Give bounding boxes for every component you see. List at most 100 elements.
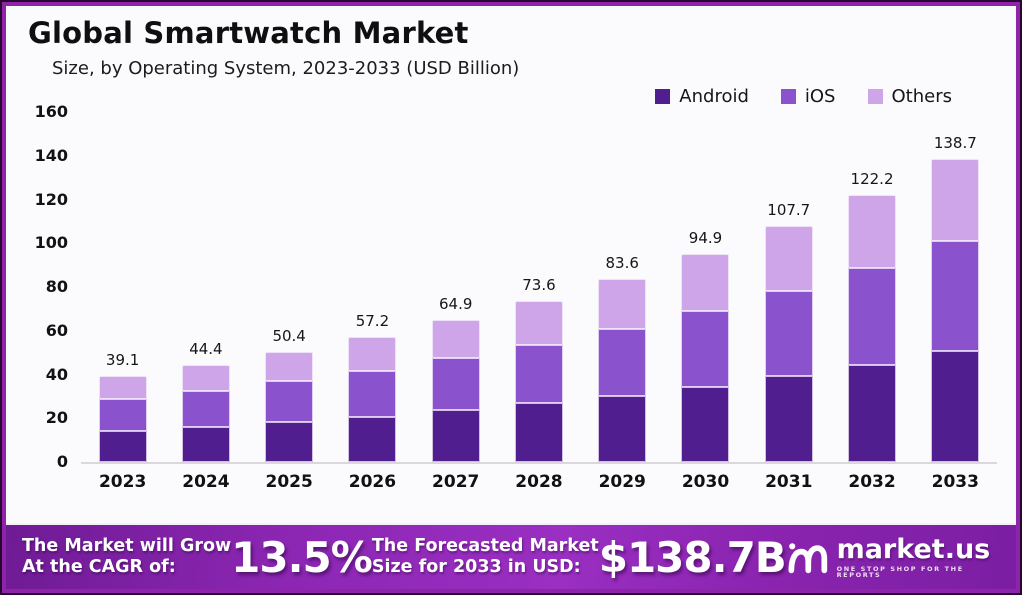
page-title: Global Smartwatch Market [28, 16, 469, 50]
bar-stack [764, 226, 813, 462]
bar-segment-others [681, 254, 730, 311]
chart-subtitle: Size, by Operating System, 2023-2033 (US… [52, 58, 520, 79]
bar-segment-others [98, 376, 147, 399]
bottom-banner: The Market will Grow At the CAGR of: 13.… [6, 523, 1016, 589]
bar-segment-others [265, 351, 314, 382]
bar-stack [681, 254, 730, 462]
bar-total-label: 44.4 [189, 339, 223, 358]
bar-segment-others [764, 226, 813, 291]
x-axis-label-2030: 2030 [681, 472, 730, 492]
bar-2028: 73.6 [497, 112, 580, 462]
marketus-logo-icon [788, 543, 827, 574]
bar-segment-android [348, 416, 397, 462]
bar-segment-others [514, 301, 563, 345]
legend-swatch-icon [780, 89, 796, 104]
y-axis-tick: 20 [45, 408, 68, 428]
y-axis-tick: 140 [34, 145, 68, 165]
bar-segment-others [181, 364, 230, 391]
bar-segment-android [598, 395, 647, 462]
brand-text: market.us ONE STOP SHOP FOR THE REPORTS [837, 536, 1000, 579]
bar-2026: 57.2 [331, 112, 414, 462]
bar-total-label: 64.9 [438, 295, 473, 314]
bar-2027: 64.9 [414, 112, 497, 462]
x-axis-label-2033: 2033 [931, 472, 979, 492]
bar-total-label: 50.4 [272, 326, 306, 345]
x-axis-label-2032: 2032 [848, 472, 896, 492]
y-axis-tick: 60 [45, 320, 68, 340]
bar-segment-android [931, 351, 980, 462]
x-axis-label-2029: 2029 [598, 472, 646, 492]
legend-item-others: Others [867, 86, 953, 107]
x-axis-label-2026: 2026 [348, 472, 397, 492]
legend-label: iOS [804, 86, 836, 107]
bar-segment-ios [265, 381, 314, 422]
bar-total-label: 39.1 [105, 351, 140, 370]
bar-segment-ios [348, 370, 397, 417]
legend-label: Android [679, 86, 749, 107]
bar-2029: 83.6 [581, 112, 664, 462]
bar-total-label: 94.9 [688, 229, 723, 248]
legend-item-ios: iOS [780, 86, 836, 107]
plot-area: 39.1 44.4 50.4 57.2 64.9 73.6 83.6 94.9 107.7 122… [81, 112, 997, 464]
legend-swatch-icon [655, 89, 671, 104]
bar-stack [348, 336, 397, 462]
bar-segment-android [681, 386, 730, 462]
bar-segment-ios [514, 344, 563, 404]
bar-stack [98, 376, 147, 462]
x-axis-label-2031: 2031 [765, 472, 813, 492]
legend-swatch-icon [867, 89, 883, 104]
bar-2031: 107.7 [747, 112, 830, 462]
bar-segment-android [98, 430, 147, 462]
bar-2024: 44.4 [164, 112, 247, 462]
bar-2025: 50.4 [248, 112, 331, 462]
bar-total-label: 57.2 [355, 311, 390, 330]
cagr-label: The Market will Grow At the CAGR of: [22, 536, 231, 577]
bar-segment-android [848, 364, 897, 462]
bar-segment-android [764, 376, 813, 462]
bar-total-label: 73.6 [522, 276, 556, 294]
bar-stack [265, 351, 314, 462]
y-axis-tick: 80 [45, 277, 68, 296]
bar-segment-ios [181, 390, 230, 427]
bar-2033: 138.7 [914, 112, 997, 462]
bar-stack [181, 364, 230, 462]
bar-segment-ios [681, 310, 730, 387]
y-axis-tick: 160 [34, 102, 68, 121]
bar-segment-others [598, 279, 647, 329]
bar-segment-ios [598, 328, 647, 396]
bar-segment-android [181, 426, 230, 462]
bar-segment-android [431, 410, 480, 462]
cagr-value: 13.5% [231, 532, 373, 582]
forecast-label-line1: The Forecasted Market [371, 536, 599, 557]
bar-2023: 39.1 [81, 112, 164, 462]
forecast-label: The Forecasted Market Size for 2033 in U… [372, 536, 599, 577]
y-axis-tick: 40 [45, 364, 68, 384]
y-axis-tick: 100 [34, 233, 68, 253]
bar-segment-ios [848, 267, 897, 365]
y-axis-tick: 120 [34, 189, 68, 209]
brand-logo: market.us ONE STOP SHOP FOR THE REPORTS [786, 536, 1000, 579]
chart-legend: Android iOS Others [655, 86, 952, 107]
bar-total-label: 83.6 [605, 254, 639, 273]
forecast-label-line2: Size for 2033 in USD: [371, 557, 581, 577]
bar-stack [431, 320, 480, 462]
legend-label: Others [891, 86, 953, 107]
bar-segment-others [431, 320, 480, 359]
brand-tagline: ONE STOP SHOP FOR THE REPORTS [836, 564, 964, 579]
bar-segment-ios [431, 358, 480, 411]
bar-segment-ios [98, 399, 147, 431]
x-axis-label-2024: 2024 [182, 472, 230, 492]
cagr-label-line1: The Market will Grow [22, 536, 232, 557]
bar-total-label: 138.7 [933, 133, 977, 152]
bar-segment-ios [764, 290, 813, 377]
bar-total-label: 107.7 [767, 201, 811, 220]
bar-segment-android [514, 403, 563, 462]
y-axis-tick: 0 [56, 452, 68, 471]
bar-stack [514, 301, 563, 462]
x-axis-label-2025: 2025 [265, 472, 313, 492]
bar-segment-others [931, 158, 980, 242]
bar-stack [598, 279, 647, 462]
x-axis-label-2023: 2023 [98, 472, 147, 492]
